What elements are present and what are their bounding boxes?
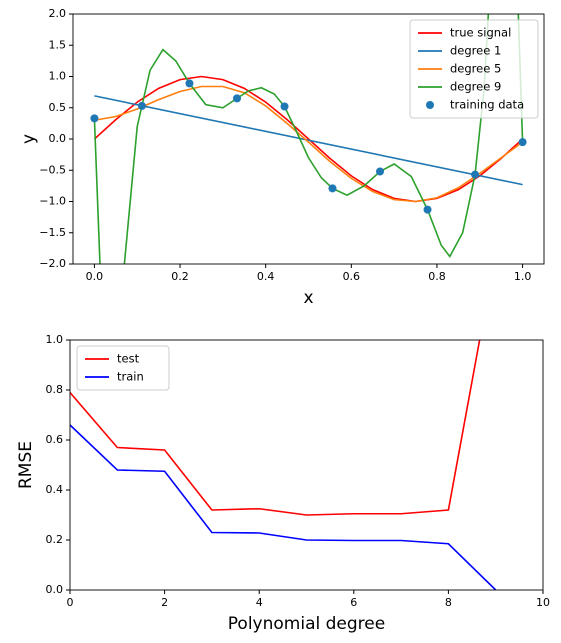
frame: [72, 13, 545, 265]
series-line: [94, 95, 523, 186]
plot-area: [70, 340, 497, 590]
x-tick-label: 0.2: [171, 270, 189, 283]
y-tick-label: −1.0: [39, 195, 66, 208]
data-point: [376, 167, 385, 176]
y-tick-label: 0.4: [46, 483, 64, 496]
axes: 0 2 4 6 8 10 0.0 0.2 0.4 0.6 0.8 1.0 Polynomial degr…: [16, 333, 550, 634]
x-tick-label: 0.8: [428, 270, 446, 283]
y-tick-label: 0.5: [49, 101, 67, 114]
axes: 0.0 0.2 0.4 0.6 0.8 1.0 −2.0 −1.5 −1.0 −0.5 0.0 0.5…: [19, 7, 545, 308]
x-tick-label: 0.6: [343, 270, 361, 283]
y-tick-label: 0.0: [49, 132, 67, 145]
series-line: [93, 75, 524, 203]
legend-marker: [426, 101, 434, 109]
y-tick-label: 0.8: [46, 383, 64, 396]
data-point: [328, 184, 337, 193]
y-tick-label: 0.2: [46, 533, 64, 546]
y-axis-label: RMSE: [16, 441, 36, 489]
legend-label: true signal: [450, 26, 511, 40]
y-tick-label: −2.0: [39, 257, 66, 270]
legend-label: degree 1: [450, 44, 501, 58]
y-tick-label: 0.6: [46, 433, 64, 446]
data-point: [185, 79, 194, 88]
y-tick-label: 2.0: [49, 7, 67, 20]
legend-label: degree 9: [450, 80, 501, 94]
x-axis-label: x: [303, 288, 313, 308]
data-point: [90, 114, 99, 123]
y-tick-label: 0.0: [46, 583, 64, 596]
x-tick-label: 10: [536, 596, 550, 609]
data-point: [232, 94, 241, 103]
y-tick-label: −0.5: [39, 163, 66, 176]
legend-label: training data: [450, 98, 524, 112]
series-line: [94, 85, 524, 203]
data-point: [518, 138, 527, 147]
legend-box: [76, 345, 170, 391]
x-tick-label: 6: [350, 596, 357, 609]
y-tick-label: 1.0: [49, 70, 67, 83]
data-point: [423, 205, 432, 214]
y-axis-label: y: [19, 134, 39, 144]
legend: true signal degree 1 degree 5 degree 9 train…: [409, 19, 539, 119]
legend-box: [409, 19, 539, 119]
x-tick-label: 4: [256, 596, 263, 609]
x-tick-label: 0.0: [86, 270, 104, 283]
x-tick-label: 2: [161, 596, 168, 609]
legend-label: train: [117, 370, 144, 384]
legend: test train: [76, 345, 170, 391]
x-tick-label: 8: [445, 596, 452, 609]
y-tick-label: 1.0: [46, 333, 64, 346]
y-tick-label: −1.5: [39, 226, 66, 239]
data-point: [137, 101, 146, 110]
data-point: [471, 170, 480, 179]
series-line: [70, 424, 497, 590]
data-point: [280, 102, 289, 111]
x-axis-label: Polynomial degree: [228, 614, 385, 634]
x-tick-label: 0: [67, 596, 74, 609]
y-tick-label: 1.5: [49, 38, 67, 51]
series-line: [70, 340, 481, 516]
frame: [69, 339, 544, 591]
legend-label: degree 5: [450, 62, 501, 76]
x-tick-label: 1.0: [514, 270, 532, 283]
legend-label: test: [117, 352, 140, 366]
x-tick-label: 0.4: [257, 270, 275, 283]
